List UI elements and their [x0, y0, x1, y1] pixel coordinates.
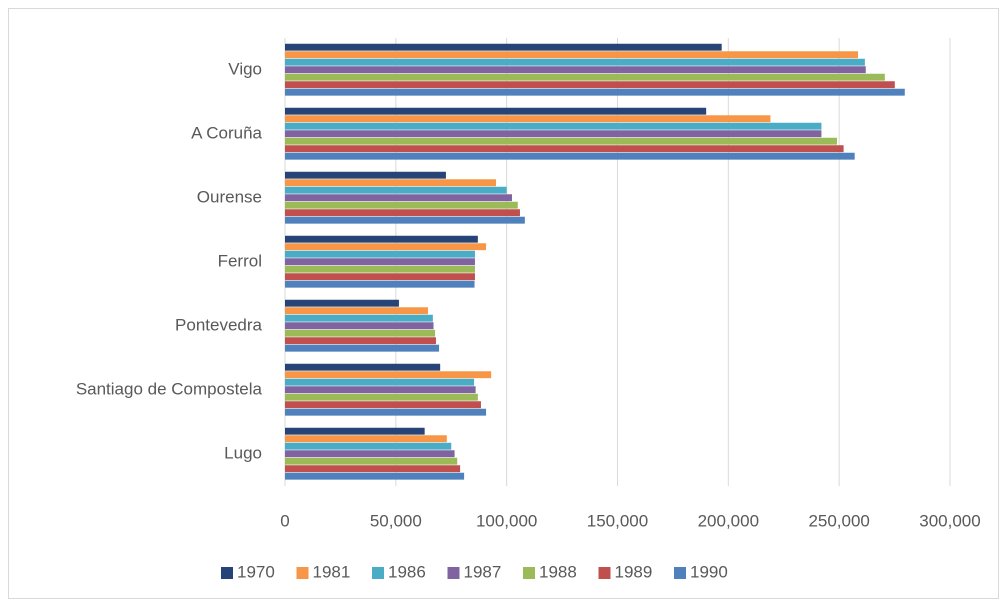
x-tick-label: 150,000: [587, 511, 648, 530]
legend-label: 1988: [539, 562, 577, 581]
legend-swatch: [598, 567, 611, 579]
x-tick-label: 100,000: [476, 511, 537, 530]
bar: [285, 201, 518, 209]
bar: [285, 329, 436, 337]
bar: [285, 137, 837, 145]
chart-border: [8, 8, 999, 599]
x-tick-label: 250,000: [808, 511, 869, 530]
legend-swatch: [372, 567, 384, 579]
bar: [285, 66, 866, 74]
bar: [285, 465, 461, 473]
bar: [285, 427, 425, 435]
bar: [285, 115, 771, 123]
bar: [285, 235, 478, 243]
bar: [285, 386, 476, 394]
y-tick-label: Pontevedra: [175, 315, 262, 334]
bar: [285, 258, 475, 266]
bar: [285, 179, 497, 187]
bar: [285, 88, 905, 96]
bar: [285, 122, 822, 130]
x-tick-label: 50,000: [370, 511, 422, 530]
bar: [285, 337, 436, 345]
bar: [285, 58, 865, 66]
bar: [285, 273, 475, 281]
legend-swatch: [221, 567, 233, 579]
legend-label: 1989: [615, 562, 653, 581]
y-tick-label: A Coruña: [191, 123, 262, 142]
bar: [285, 73, 885, 81]
bar: [285, 401, 481, 409]
y-tick-label: Santiago de Compostela: [76, 379, 263, 398]
bar: [285, 186, 507, 194]
legend-label: 1987: [464, 562, 502, 581]
legend-swatch: [447, 567, 460, 579]
y-tick-label: Vigo: [228, 59, 262, 78]
bar: [285, 472, 465, 480]
bar: [285, 243, 487, 251]
bar: [285, 152, 855, 160]
bar: [285, 371, 492, 379]
legend-label: 1970: [237, 562, 275, 581]
bar: [285, 81, 895, 89]
bar: [285, 145, 844, 153]
legend-label: 1981: [313, 562, 351, 581]
bar: [285, 216, 525, 224]
legend-swatch: [523, 567, 535, 579]
bar: [285, 280, 475, 288]
y-tick-label: Lugo: [224, 443, 262, 462]
bar: [285, 265, 475, 273]
bar: [285, 314, 433, 322]
bar: [285, 51, 859, 59]
bar: [285, 307, 428, 315]
bar: [285, 435, 447, 443]
bar: [285, 130, 822, 138]
x-tick-label: 300,000: [919, 511, 980, 530]
bar: [285, 171, 446, 179]
bar: [285, 442, 452, 450]
y-tick-label: Ferrol: [218, 251, 262, 270]
bar: [285, 450, 455, 458]
bar: [285, 344, 440, 352]
bar: [285, 209, 520, 217]
bar: [285, 457, 458, 465]
bar: [285, 408, 487, 416]
bar: [285, 322, 434, 330]
legend-swatch: [296, 567, 309, 579]
bar: [285, 393, 478, 401]
bar: [285, 299, 399, 307]
legend-label: 1990: [690, 562, 728, 581]
y-tick-label: Ourense: [197, 187, 262, 206]
legend-swatch: [674, 567, 686, 579]
legend-label: 1986: [388, 562, 426, 581]
bar: [285, 43, 722, 51]
bar: [285, 363, 441, 371]
bar: [285, 378, 475, 386]
bar: [285, 194, 512, 202]
x-tick-label: 200,000: [698, 511, 759, 530]
bar: [285, 250, 475, 258]
x-tick-label: 0: [280, 511, 289, 530]
bar: [285, 107, 707, 115]
